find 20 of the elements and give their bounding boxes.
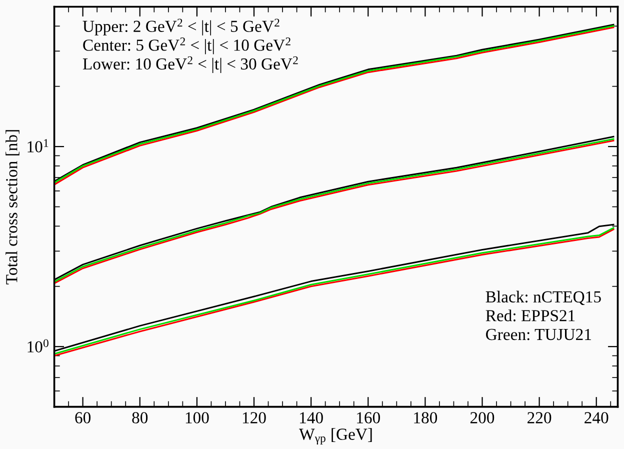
x-tick-label: 160: [357, 412, 380, 424]
annotation: Green: TUJU21: [486, 328, 591, 340]
x-tick-label: 180: [414, 412, 438, 424]
y-tick-label: 10$^{0}$: [28, 339, 48, 352]
y-axis-title: Total cross section [nb]: [6, 130, 20, 284]
annotation: Red: EPPS21: [486, 310, 575, 322]
annotation: Upper: 2 GeV$^{2}$ < |t| < 5 GeV$^{2}$: [82, 18, 280, 36]
y-tick-label: 10$^{1}$: [28, 139, 48, 152]
annotation: Black: nCTEQ15: [486, 290, 601, 306]
x-tick-label: 240: [584, 412, 608, 424]
x-tick-label: 100: [186, 412, 209, 424]
x-axis-title: W$_{γp}$ [GeV]: [299, 428, 372, 445]
annotation: Center: 5 GeV$^{2}$ < |t| < 10 GeV$^{2}$: [83, 38, 290, 54]
x-tick-label: 220: [528, 412, 552, 424]
x-tick-label: 140: [300, 412, 323, 424]
x-tick-label: 120: [242, 412, 266, 424]
x-tick-label: 200: [470, 412, 494, 424]
x-tick-label: 60: [75, 412, 91, 424]
x-tick-label: 80: [132, 412, 148, 424]
annotation: Lower: 10 GeV$^{2}$ < |t| < 30 GeV$^{2}$: [82, 56, 298, 74]
